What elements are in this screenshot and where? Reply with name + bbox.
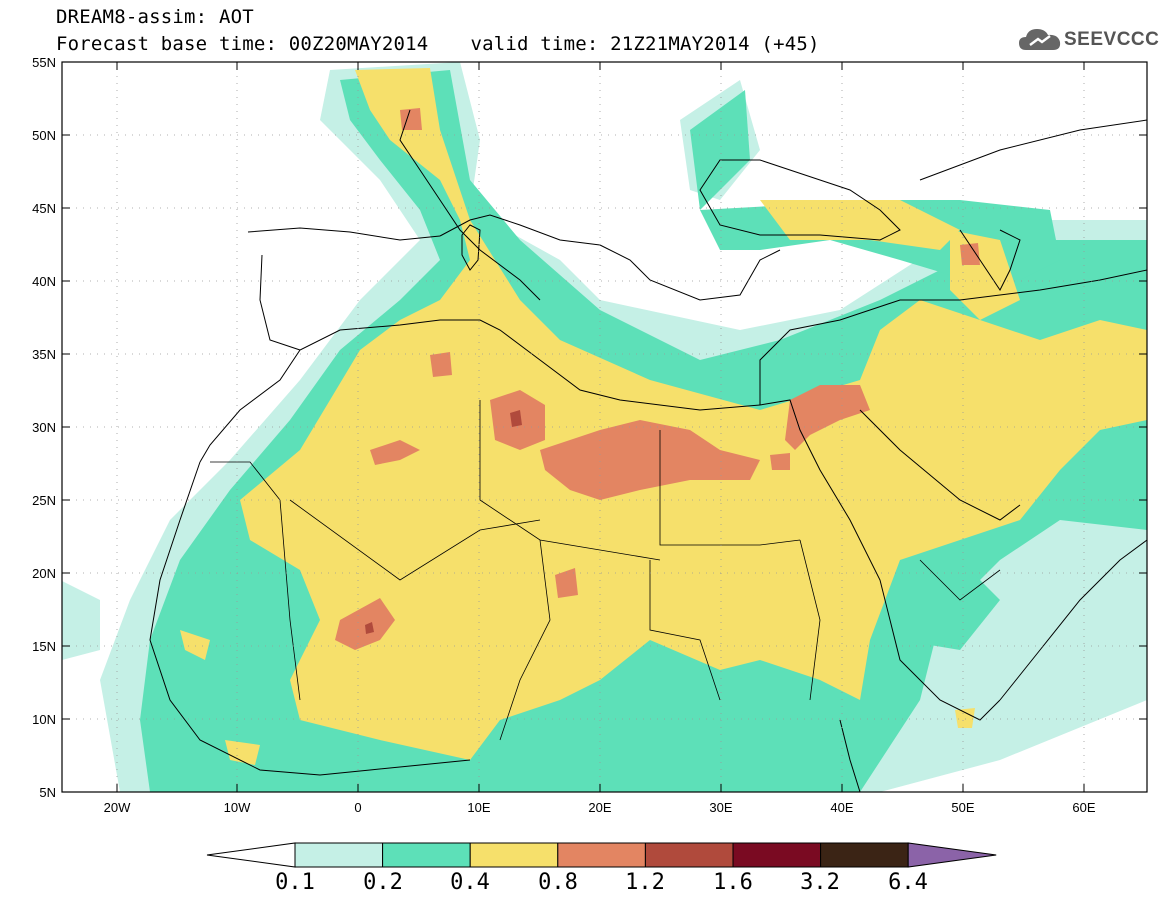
aot-field <box>62 62 1147 792</box>
lat-axis <box>62 61 1147 793</box>
lon-label: 40E <box>830 800 853 815</box>
aot-band-1.2 <box>365 410 522 634</box>
lat-label: 55N <box>32 55 56 70</box>
seevccc-logo: SEEVCCC <box>1018 24 1159 56</box>
lon-label: 10W <box>224 800 251 815</box>
lat-label: 10N <box>32 712 56 727</box>
lat-label: 5N <box>39 785 56 800</box>
colorbar-label: 0.8 <box>538 870 578 895</box>
lat-label: 20N <box>32 566 56 581</box>
colorbar-over-triangle <box>907 842 997 868</box>
colorbar-label: 3.2 <box>800 870 840 895</box>
lat-label: 45N <box>32 201 56 216</box>
borders <box>210 400 1001 741</box>
colorbar-bin <box>294 842 384 868</box>
colorbar-bin <box>732 842 822 868</box>
base-time: Forecast base time: 00Z20MAY2014 <box>56 33 429 55</box>
logo-text: SEEVCCC <box>1064 29 1160 50</box>
valid-time: valid time: 21Z21MAY2014 (+45) <box>470 33 820 55</box>
colorbar-label: 0.4 <box>450 870 490 895</box>
coastlines <box>149 109 1147 792</box>
lat-label: 30N <box>32 420 56 435</box>
colorbar-bin <box>382 842 471 868</box>
lon-label: 0 <box>354 800 361 815</box>
lon-label: 30E <box>709 800 732 815</box>
colorbar-label: 0.1 <box>275 870 315 895</box>
colorbar-bin <box>557 842 646 868</box>
colorbar-label: 1.6 <box>713 870 753 895</box>
lat-label: 15N <box>32 639 56 654</box>
lat-label: 50N <box>32 128 56 143</box>
colorbar-label: 6.4 <box>888 870 928 895</box>
lon-label: 50E <box>951 800 974 815</box>
lon-label: 20W <box>104 800 131 815</box>
colorbar <box>206 842 997 868</box>
colorbar-label: 1.2 <box>625 870 665 895</box>
lat-labels: 5N 10N 15N 20N 25N 30N 35N 40N 45N 50N 5… <box>32 55 56 800</box>
colorbar-bin <box>820 842 909 868</box>
graticule <box>62 62 1147 792</box>
cloud-icon <box>1019 29 1061 50</box>
colorbar-label: 0.2 <box>363 870 403 895</box>
colorbar-under-triangle <box>206 842 296 868</box>
lon-axis <box>116 62 1085 792</box>
lon-label: 60E <box>1072 800 1095 815</box>
colorbar-bin <box>644 842 734 868</box>
lon-labels: 20W 10W 0 10E 20E 30E 40E 50E 60E <box>104 800 1096 815</box>
lat-label: 40N <box>32 274 56 289</box>
forecast-times: Forecast base time: 00Z20MAY2014 valid ti… <box>56 33 820 55</box>
lat-label: 25N <box>32 493 56 508</box>
colorbar-bin <box>469 842 559 868</box>
lon-label: 20E <box>588 800 611 815</box>
map-title: DREAM8-assim: AOT <box>56 6 254 28</box>
lon-label: 10E <box>467 800 490 815</box>
lat-label: 35N <box>32 347 56 362</box>
